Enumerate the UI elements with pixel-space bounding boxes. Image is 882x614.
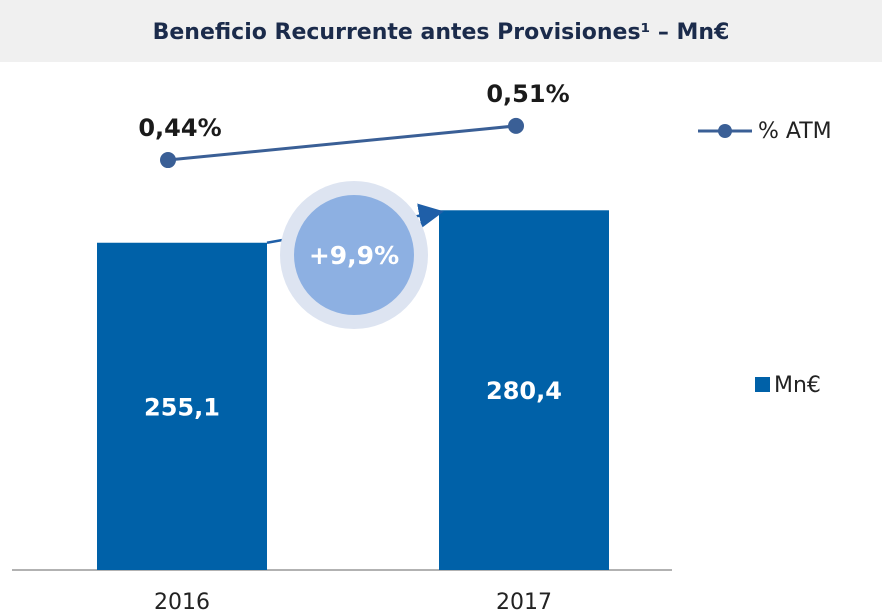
growth-annotation: +9,9% <box>309 241 399 270</box>
line-marker <box>508 117 524 134</box>
bar <box>439 210 609 570</box>
x-tick-label: 2017 <box>496 590 552 614</box>
x-tick-label: 2016 <box>154 590 210 614</box>
legend-label: % ATM <box>758 119 832 144</box>
line-value-label: 0,44% <box>138 114 221 142</box>
line-marker <box>160 152 176 169</box>
bar-value-label: 280,4 <box>486 377 562 405</box>
legend-marker <box>718 124 732 138</box>
legend-swatch <box>755 377 770 392</box>
line <box>167 124 517 162</box>
title-band <box>0 0 882 62</box>
legend-label: Mn€ <box>774 373 821 398</box>
bar-value-label: 255,1 <box>144 393 220 421</box>
bar <box>97 242 267 570</box>
badge-inner <box>294 195 414 315</box>
line-value-label: 0,51% <box>486 80 569 108</box>
chart-title: Beneficio Recurrente antes Provisiones¹ … <box>153 20 730 45</box>
